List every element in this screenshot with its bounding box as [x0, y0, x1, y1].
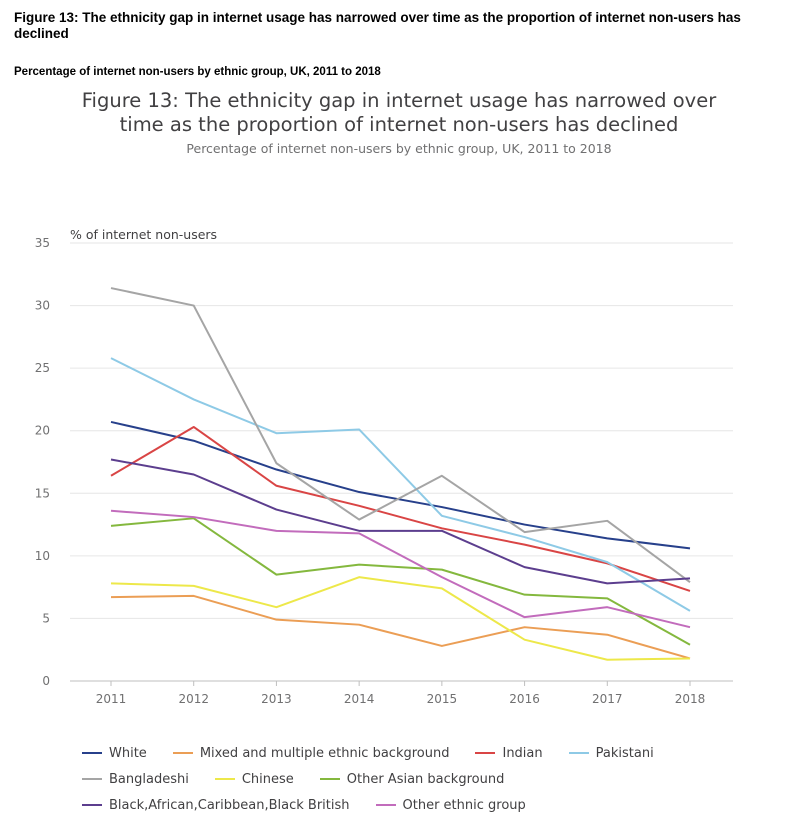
legend-label: White — [109, 745, 147, 761]
y-tick-label: 25 — [35, 361, 50, 375]
legend-label: Mixed and multiple ethnic background — [199, 745, 450, 761]
y-tick-label: 0 — [42, 674, 50, 688]
legend-swatch — [375, 804, 396, 806]
x-axis-ticks: 2011 2012 2013 2014 2015 2016 2017 2018 — [96, 681, 706, 706]
legend-label: Pakistani — [595, 745, 654, 761]
legend-item: Pakistani — [568, 745, 654, 761]
x-tick-label: 2013 — [261, 692, 292, 706]
legend-swatch — [82, 778, 102, 780]
legend-item: Chinese — [214, 771, 294, 787]
series-lines — [110, 287, 691, 661]
legend-item: Bangladeshi — [82, 772, 189, 787]
x-tick-label: 2017 — [592, 692, 623, 706]
figure-title-text: Figure 13: The ethnicity gap in internet… — [81, 89, 717, 136]
legend-item: Other Asian background — [319, 771, 505, 787]
series-line-mixed-and-multiple-ethnic-background — [110, 594, 691, 660]
series-line-bangladeshi — [110, 287, 691, 583]
figure-subtitle: Percentage of internet non-users by ethn… — [186, 141, 612, 156]
series-line-chinese — [110, 576, 691, 661]
series-line-other-ethnic-group — [110, 509, 691, 629]
x-tick-label: 2014 — [344, 692, 375, 706]
y-tick-label: 15 — [35, 486, 50, 500]
y-tick-label: 5 — [42, 611, 50, 625]
series-line-black-african-caribbean-black-british — [110, 458, 691, 585]
header-subtitle: Percentage of internet non-users by ethn… — [14, 66, 381, 78]
series-line-pakistani — [110, 357, 691, 612]
y-axis-ticks: 0 5 10 15 20 25 30 35 — [35, 236, 50, 688]
x-tick-label: 2015 — [427, 692, 458, 706]
legend-label: Bangladeshi — [109, 771, 189, 787]
y-tick-label: 10 — [35, 549, 50, 563]
legend-row: Black,African,Caribbean,Black British Oth… — [82, 792, 782, 818]
legend-swatch — [568, 752, 589, 754]
legend-swatch — [82, 804, 102, 806]
legend-label: Black,African,Caribbean,Black British — [109, 797, 350, 813]
x-tick-label: 2018 — [675, 692, 706, 706]
figure-title: Figure 13: The ethnicity gap in internet… — [0, 89, 798, 137]
legend-item: Black,African,Caribbean,Black British — [82, 798, 350, 813]
legend-item: Indian — [475, 745, 543, 761]
legend-swatch — [172, 752, 193, 754]
x-tick-label: 2011 — [96, 692, 127, 706]
legend-swatch — [475, 752, 496, 754]
y-tick-label: 20 — [35, 424, 50, 438]
legend-item: Other ethnic group — [375, 797, 526, 813]
legend-item: White — [82, 746, 147, 761]
legend-swatch — [319, 778, 340, 780]
legend-label: Indian — [502, 745, 543, 761]
series-line-other-asian-background — [110, 517, 691, 646]
legend-item: Mixed and multiple ethnic background — [172, 745, 450, 761]
x-tick-label: 2016 — [509, 692, 540, 706]
y-axis-label: % of internet non-users — [70, 227, 217, 242]
legend-swatch — [82, 752, 102, 754]
header-title: Figure 13: The ethnicity gap in internet… — [14, 10, 741, 41]
series-line-white — [110, 420, 691, 550]
legend-row: White Mixed and multiple ethnic backgroun… — [82, 740, 782, 766]
y-tick-label: 35 — [35, 236, 50, 250]
legend-swatch — [214, 778, 235, 780]
x-tick-label: 2012 — [178, 692, 209, 706]
legend-label: Other ethnic group — [402, 797, 526, 813]
gridlines — [70, 242, 733, 682]
legend-label: Other Asian background — [346, 771, 505, 787]
y-tick-label: 30 — [35, 299, 50, 313]
series-line-indian — [110, 425, 691, 592]
legend-row: Bangladeshi Chinese Other Asian background — [82, 766, 782, 792]
legend: White Mixed and multiple ethnic backgroun… — [82, 740, 782, 818]
legend-label: Chinese — [241, 771, 294, 787]
